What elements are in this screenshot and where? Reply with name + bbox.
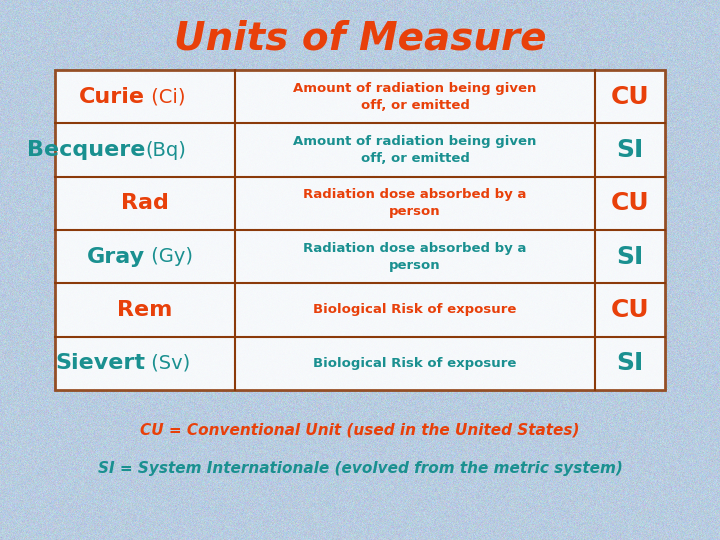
Text: Radiation dose absorbed by a
person: Radiation dose absorbed by a person	[303, 242, 527, 272]
Text: SI = System Internationale (evolved from the metric system): SI = System Internationale (evolved from…	[98, 461, 622, 476]
Text: Rad: Rad	[121, 193, 169, 213]
Text: SI: SI	[616, 352, 644, 375]
Text: Units of Measure: Units of Measure	[174, 19, 546, 57]
Text: Amount of radiation being given
off, or emitted: Amount of radiation being given off, or …	[293, 135, 536, 165]
Text: Radiation dose absorbed by a
person: Radiation dose absorbed by a person	[303, 188, 527, 218]
Text: Biological Risk of exposure: Biological Risk of exposure	[313, 303, 517, 316]
Text: CU = Conventional Unit (used in the United States): CU = Conventional Unit (used in the Unit…	[140, 422, 580, 437]
Text: (Bq): (Bq)	[145, 140, 186, 159]
Text: Becquere: Becquere	[27, 140, 145, 160]
Text: Biological Risk of exposure: Biological Risk of exposure	[313, 357, 517, 370]
Text: SI: SI	[616, 138, 644, 162]
Text: Rem: Rem	[117, 300, 173, 320]
Text: CU: CU	[611, 85, 649, 109]
Text: Sievert: Sievert	[55, 353, 145, 373]
Text: Gray: Gray	[87, 247, 145, 267]
Text: Curie: Curie	[79, 86, 145, 107]
Text: CU: CU	[611, 191, 649, 215]
Text: CU: CU	[611, 298, 649, 322]
Text: (Ci): (Ci)	[145, 87, 186, 106]
Text: (Gy): (Gy)	[145, 247, 193, 266]
Text: (Sv): (Sv)	[145, 354, 190, 373]
Text: SI: SI	[616, 245, 644, 269]
Bar	[55, 70, 665, 390]
Text: Amount of radiation being given
off, or emitted: Amount of radiation being given off, or …	[293, 82, 536, 112]
